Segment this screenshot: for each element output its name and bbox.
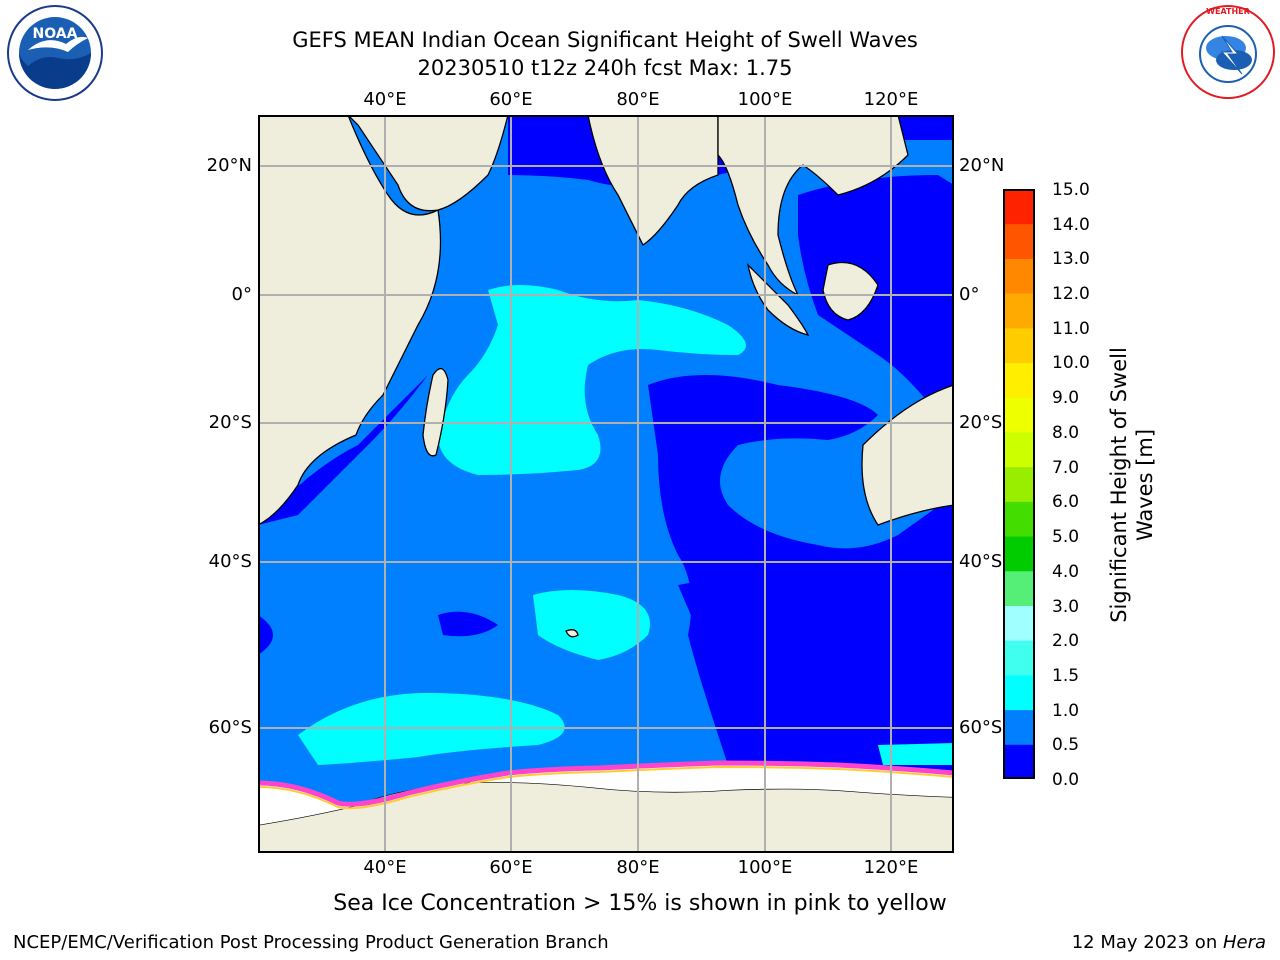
map-plot (258, 115, 954, 853)
lat-label-right-20n: 20°N (959, 155, 1005, 176)
colorbar-segment (1003, 327, 1035, 364)
colorbar-tick: 13.0 (1052, 249, 1090, 269)
chart-title: GEFS MEAN Indian Ocean Significant Heigh… (292, 28, 918, 52)
colorbar-segment (1003, 744, 1035, 779)
colorbar-segment (1003, 258, 1035, 294)
colorbar-tick: 14.0 (1052, 215, 1090, 235)
lon-label-top-60e: 60°E (489, 89, 533, 110)
sea-ice-caption: Sea Ice Concentration > 15% is shown in … (333, 891, 947, 916)
lon-label-top-100e: 100°E (737, 89, 793, 110)
colorbar-segment (1003, 431, 1035, 468)
lat-label-left-0: 0° (231, 284, 252, 305)
land-kerguelen (565, 629, 579, 638)
land-arabia (347, 115, 509, 212)
colorbar-tick: 9.0 (1052, 388, 1080, 408)
noaa-logo: NOAA (7, 5, 103, 101)
colorbar-label-line: Significant Height of Swell (1107, 347, 1131, 623)
colorbar-tick: 5.0 (1052, 527, 1080, 547)
lat-label-right-40s: 40°S (959, 551, 1003, 572)
lon-label-bottom-120e: 120°E (863, 857, 919, 878)
colorbar-tick: 0.5 (1052, 735, 1080, 755)
colorbar-segment (1003, 466, 1035, 502)
colorbar-segment (1003, 605, 1035, 641)
lat-label-left-40s: 40°S (208, 551, 252, 572)
colorbar-tick: 2.0 (1052, 631, 1080, 651)
colorbar-label-wrap: Significant Height of Swell Waves [m] (1102, 190, 1162, 780)
colorbar-tick: 7.0 (1052, 458, 1080, 478)
colorbar (1003, 189, 1035, 779)
colorbar-segment (1003, 293, 1035, 329)
colorbar-tick: 12.0 (1052, 284, 1090, 304)
colorbar-segment (1003, 709, 1035, 745)
colorbar-tick: 6.0 (1052, 492, 1080, 512)
colorbar-tick: 15.0 (1052, 180, 1090, 200)
colorbar-tick: 1.0 (1052, 701, 1080, 721)
colorbar-border (1003, 189, 1035, 779)
land-australia (861, 384, 954, 526)
svg-text:NOAA: NOAA (33, 26, 78, 42)
colorbar-label-line: Waves [m] (1133, 428, 1157, 542)
colorbar-segment (1003, 640, 1035, 676)
lat-label-left-60s: 60°S (208, 717, 252, 738)
lon-label-top-80e: 80°E (616, 89, 660, 110)
colorbar-segment (1003, 397, 1035, 433)
sea-ice (258, 765, 954, 825)
land-india (587, 115, 719, 246)
colorbar-tick: 10.0 (1052, 353, 1090, 373)
colorbar-segment (1003, 536, 1035, 572)
lat-label-right-20s: 20°S (959, 412, 1003, 433)
colorbar-tick: 8.0 (1052, 423, 1080, 443)
colorbar-tick: 0.0 (1052, 770, 1080, 790)
colorbar-segment (1003, 189, 1035, 225)
colorbar-tick: 3.0 (1052, 597, 1080, 617)
colorbar-segment (1003, 501, 1035, 537)
colorbar-tick: 1.5 (1052, 666, 1080, 686)
sea-ice-edge-pink (258, 760, 954, 807)
colorbar-segment (1003, 362, 1035, 398)
lon-label-top-120e: 120°E (863, 89, 919, 110)
sea-ice-edge-yellow (258, 765, 954, 810)
svg-text:WEATHER: WEATHER (1206, 7, 1250, 16)
colorbar-tick: 11.0 (1052, 319, 1090, 339)
lon-label-bottom-100e: 100°E (737, 857, 793, 878)
nws-logo: WEATHER (1181, 5, 1275, 99)
land-madagascar (422, 368, 449, 457)
lon-label-bottom-40e: 40°E (363, 857, 407, 878)
colorbar-segment (1003, 674, 1035, 711)
footer-host: Hera (1222, 932, 1266, 953)
chart-subtitle: 20230510 t12z 240h fcst Max: 1.75 (417, 56, 793, 80)
lat-label-right-0: 0° (959, 284, 980, 305)
land-sumatra (746, 263, 810, 336)
lat-label-right-60s: 60°S (959, 717, 1003, 738)
colorbar-segment (1003, 570, 1035, 606)
colorbar-segment (1003, 223, 1035, 259)
footer-date-text: 12 May 2023 on (1071, 932, 1223, 953)
map-border (258, 115, 954, 853)
land-borneo (822, 261, 879, 321)
lon-label-bottom-60e: 60°E (489, 857, 533, 878)
colorbar-tick: 4.0 (1052, 562, 1080, 582)
footer-date: 12 May 2023 on Hera (1072, 932, 1266, 953)
lon-label-bottom-80e: 80°E (616, 857, 660, 878)
lon-label-top-40e: 40°E (363, 89, 407, 110)
colorbar-label: Significant Height of Swell Waves [m] (1106, 347, 1158, 623)
lat-label-left-20s: 20°S (208, 412, 252, 433)
footer-branch: NCEP/EMC/Verification Post Processing Pr… (13, 932, 609, 953)
graticule (258, 115, 954, 853)
lat-label-left-20n: 20°N (206, 155, 252, 176)
